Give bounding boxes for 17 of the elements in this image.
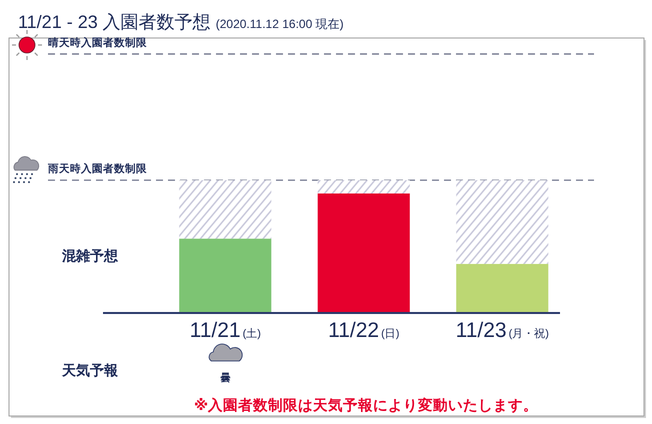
bar (318, 180, 410, 194)
y-axis-title: 混雑予想 (61, 248, 119, 264)
text: 天気予報 (61, 362, 119, 378)
chart-subtitle: (2020.11.12 16:00 現在) (216, 17, 344, 31)
bar (456, 180, 548, 264)
bar (179, 238, 272, 313)
bar (318, 193, 410, 313)
chart-title: 11/21 - 23 入園者数予想 (18, 12, 211, 32)
ref-line-label: 晴天時入園者数制限 (48, 36, 148, 49)
legend-label: 雨天時入園者数制限 (47, 162, 148, 176)
bar (179, 180, 272, 239)
x-tick-label: 11/22(日) (328, 319, 400, 342)
x-tick-label: 11/23(月・祝) (456, 319, 549, 342)
x-tick-label: 11/21(土) (190, 319, 261, 342)
bar (456, 264, 548, 313)
text: 曇 (220, 372, 230, 384)
text: ※入園者数制限は天気予報により変動いたします。 (194, 396, 538, 414)
